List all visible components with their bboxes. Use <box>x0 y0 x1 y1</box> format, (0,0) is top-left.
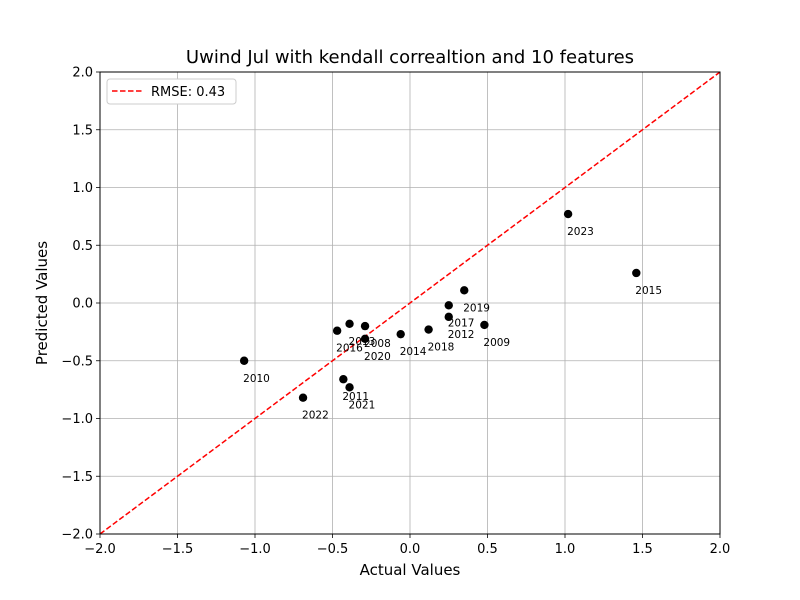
x-tick-label: −2.0 <box>84 542 116 557</box>
data-point <box>239 356 249 365</box>
point-label: 2015 <box>635 285 662 297</box>
x-axis-ticks: −2.0 −1.5 −1.0 −0.5 0.0 0.5 1.0 1.5 2.0 <box>84 534 730 557</box>
point-label: 2018 <box>428 342 455 354</box>
y-tick-label: 1.0 <box>72 181 93 196</box>
point-label: 2022 <box>302 410 329 422</box>
data-point <box>345 383 354 392</box>
data-point <box>360 321 370 331</box>
data-point <box>460 286 469 295</box>
data-point <box>298 393 308 402</box>
data-point <box>332 326 342 335</box>
data-point <box>360 334 370 344</box>
x-axis-label: Actual Values <box>360 561 461 579</box>
y-tick-label: 1.5 <box>72 123 93 138</box>
data-point <box>444 301 453 310</box>
point-label: 2012 <box>448 329 475 341</box>
data-point <box>424 325 433 334</box>
y-axis-label: Predicted Values <box>33 241 51 365</box>
point-label: 2010 <box>243 373 270 385</box>
point-label: 2011 <box>342 391 369 403</box>
y-tick-label: −1.5 <box>61 470 93 485</box>
chart-title: Uwind Jul with kendall correaltion and 1… <box>186 47 634 68</box>
point-label: 2008 <box>364 338 391 350</box>
x-tick-label: 0.0 <box>400 542 421 557</box>
point-label: 2023 <box>567 226 594 238</box>
x-tick-label: 0.5 <box>477 542 498 557</box>
point-label: 2017 <box>448 317 475 329</box>
point-label: 2013 <box>349 336 376 348</box>
reference-line <box>99 71 721 535</box>
y-axis-ticks: −2.0 −1.5 −1.0 −0.5 0.0 0.5 1.0 1.5 2.0 <box>61 66 100 543</box>
point-label: 2019 <box>463 302 490 314</box>
reference-line-group <box>99 71 721 535</box>
legend-label: RMSE: 0.43 <box>151 85 225 100</box>
data-point <box>632 268 641 278</box>
x-tick-label: −0.5 <box>317 542 349 557</box>
y-tick-label: 2.0 <box>72 66 93 81</box>
x-tick-label: −1.5 <box>162 542 194 557</box>
y-tick-label: −0.5 <box>61 354 93 369</box>
y-tick-label: −2.0 <box>61 528 93 543</box>
legend-box <box>106 78 237 105</box>
data-point <box>339 375 348 384</box>
data-point <box>563 209 573 219</box>
data-point <box>444 312 453 322</box>
y-tick-label: 0.0 <box>72 297 93 312</box>
point-label: 2020 <box>364 351 391 363</box>
data-points <box>239 209 641 402</box>
point-label: 2009 <box>483 337 510 349</box>
legend: RMSE: 0.43 <box>106 78 237 105</box>
point-label: 2014 <box>400 346 427 358</box>
data-point <box>480 320 489 330</box>
data-point <box>345 319 354 328</box>
x-tick-label: 1.0 <box>555 542 576 557</box>
x-tick-label: 1.5 <box>632 542 653 557</box>
point-labels: 2009 2010 2011 2012 2013 2014 2015 2016 2017 2018… <box>243 226 662 422</box>
y-tick-label: 0.5 <box>72 239 93 254</box>
point-label: 2016 <box>336 343 363 355</box>
x-tick-label: 2.0 <box>710 542 731 557</box>
data-point <box>396 329 405 339</box>
x-tick-label: −1.0 <box>239 542 271 557</box>
y-tick-label: −1.0 <box>61 412 93 427</box>
point-label: 2021 <box>349 399 376 411</box>
